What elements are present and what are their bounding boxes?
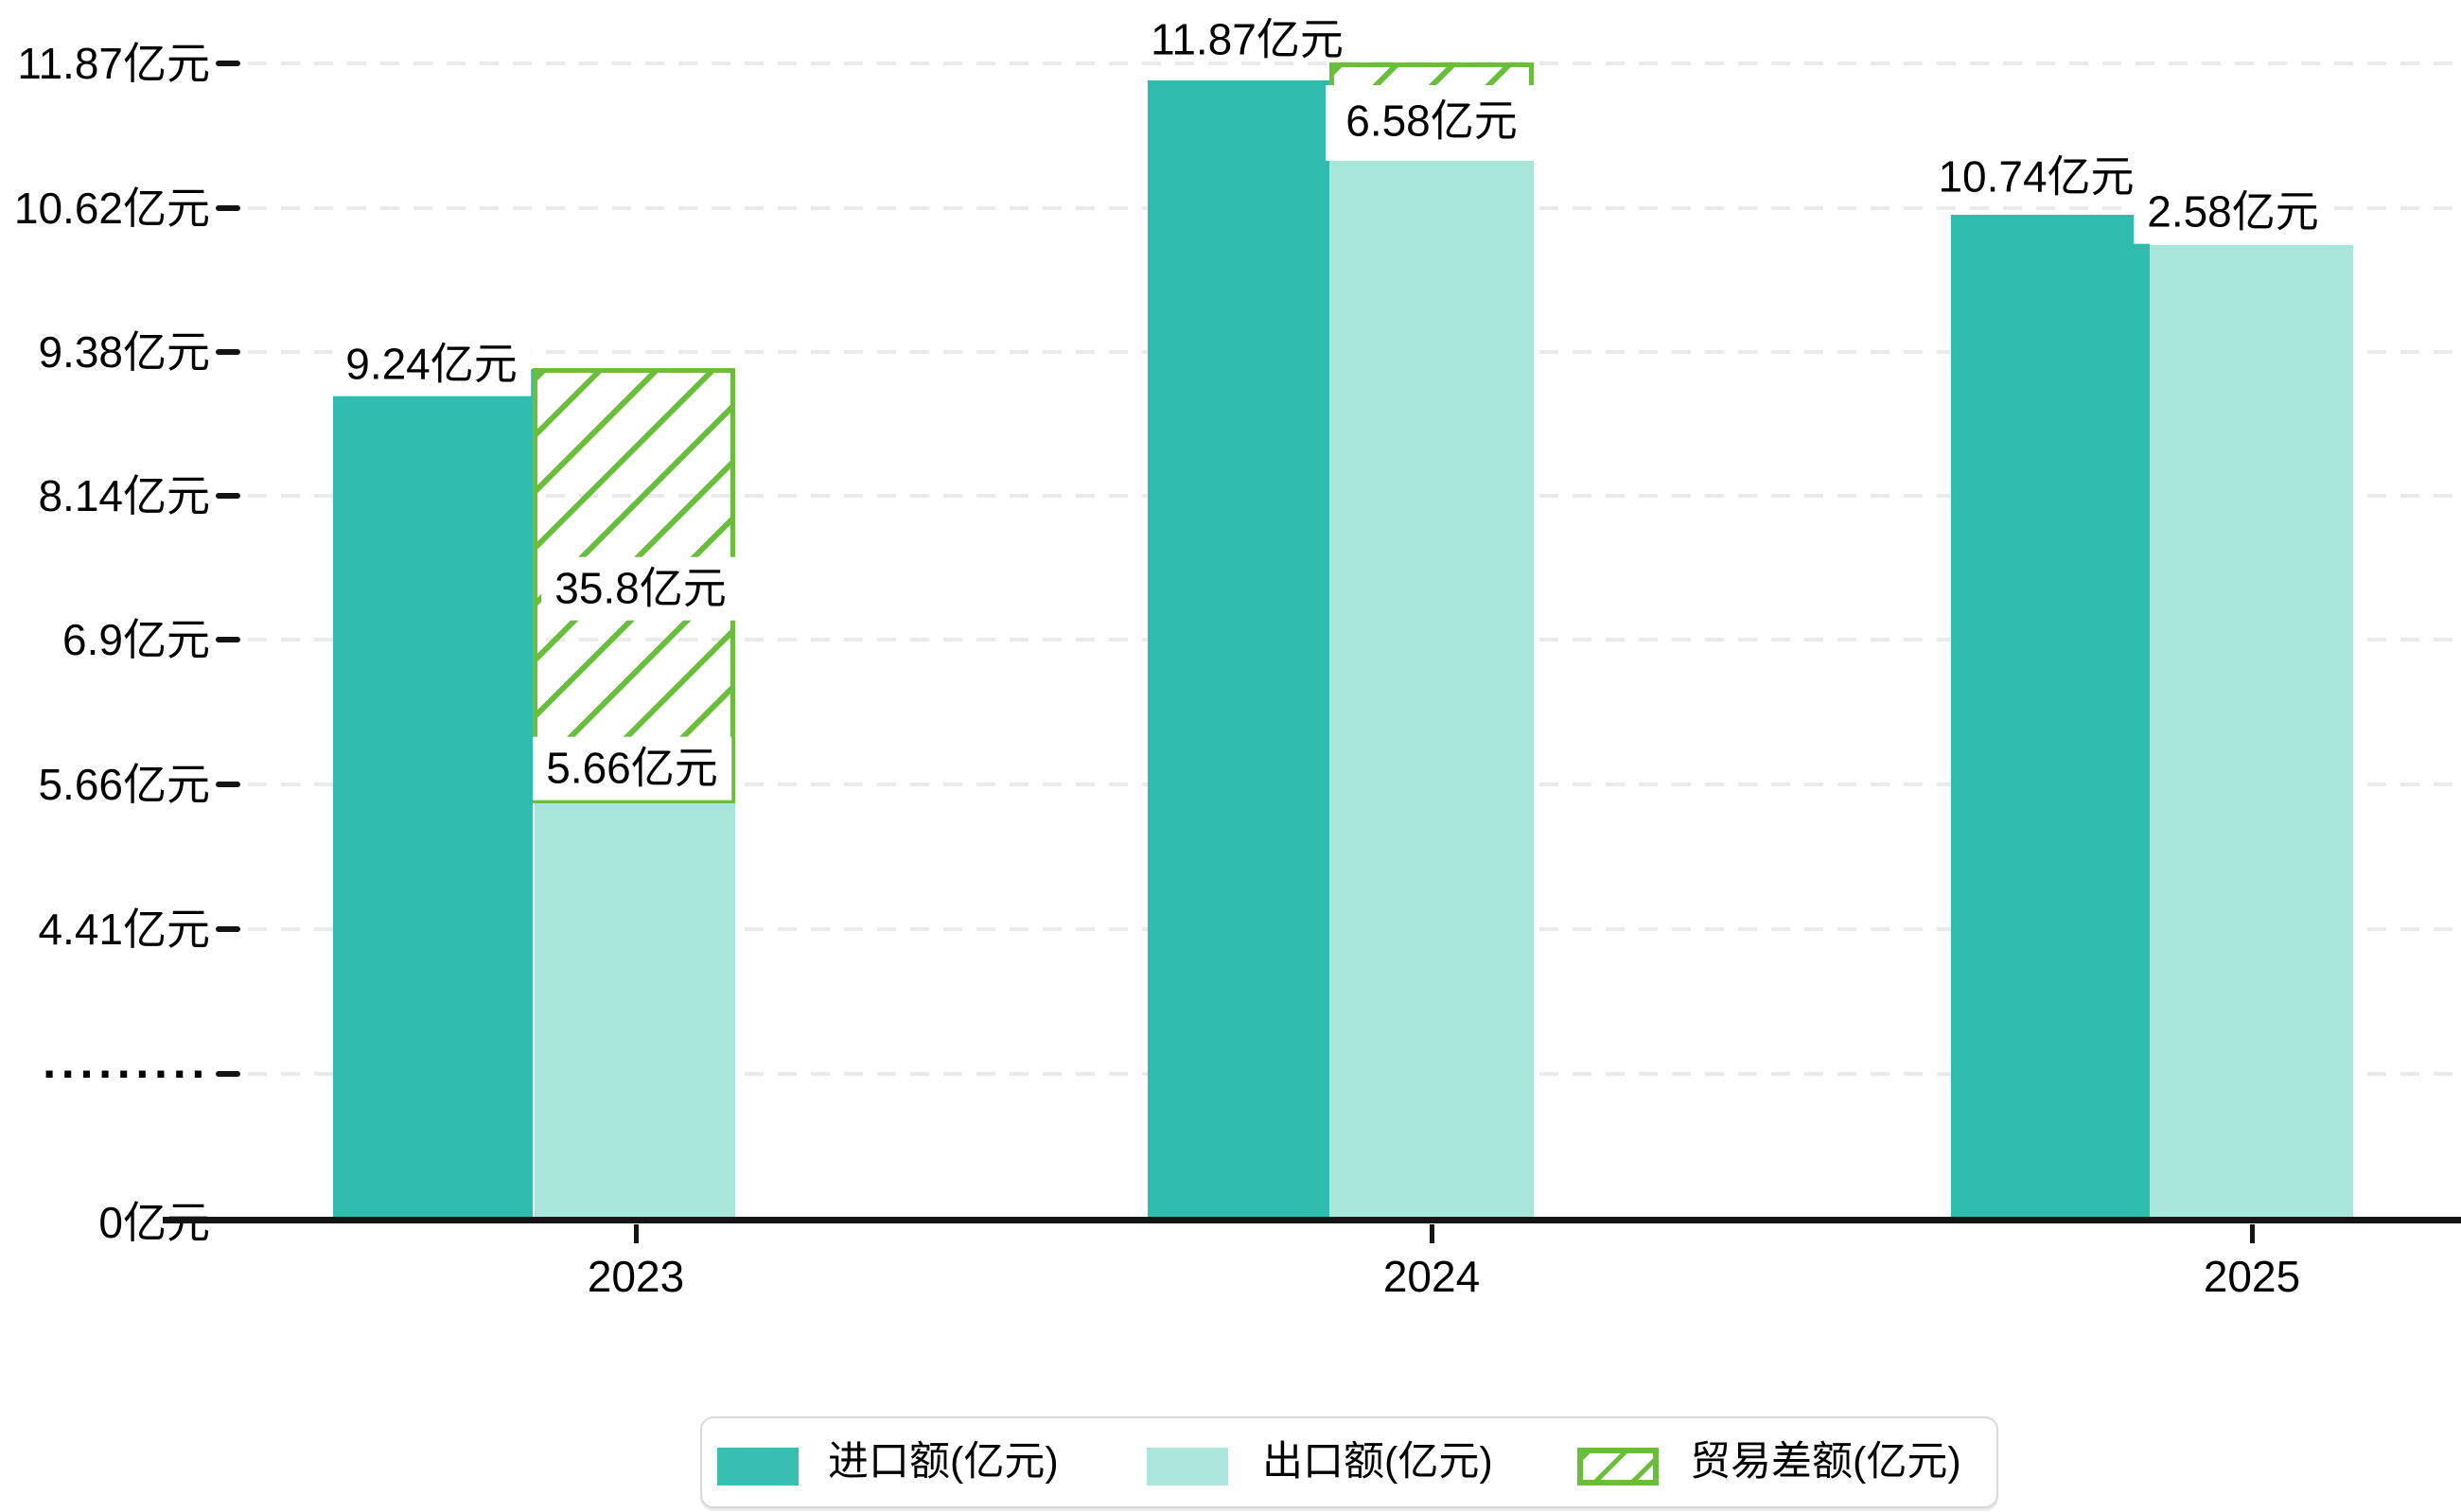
x-tick-mark [1430,1224,1434,1243]
y-tick-mark [216,926,240,932]
y-tick-label: 9.38亿元 [38,327,210,377]
legend-item-label: 进口额(亿元) [828,1439,1059,1485]
legend-item-label: 出口额(亿元) [1262,1439,1493,1485]
bar-export-2025 [2150,245,2353,1223]
y-tick-label: 6.9亿元 [62,615,210,664]
y-tick-mark [216,61,240,66]
bar-export-2023 [535,802,735,1223]
label-background-box [1326,85,1541,161]
value-label: 5.66亿元 [533,736,731,800]
y-tick-label: 5.66亿元 [38,760,210,809]
x-tick-mark [2250,1224,2255,1243]
value-label: 11.87亿元 [1151,14,1344,64]
y-tick-mark [216,1071,240,1077]
y-tick-mark [216,205,240,211]
x-tick-label: 2024 [1382,1252,1481,1301]
bar-import-2025 [1951,215,2150,1223]
value-label: 6.58亿元 [1345,96,1518,146]
legend: 进口额(亿元) 出口额(亿元) 贸易差额(亿元) [700,1416,1998,1508]
value-label: 35.8亿元 [541,556,740,621]
x-axis-line [163,1217,2461,1223]
y-tick-mark [216,493,240,499]
legend-item-label: 贸易差额(亿元) [1690,1439,1961,1485]
y-tick-label: 11.87亿元 [17,39,210,88]
y-tick-label: 10.62亿元 [13,184,210,233]
x-tick-label: 2023 [587,1252,685,1301]
x-tick-label: 2025 [2203,1252,2301,1301]
x-tick-mark [634,1224,639,1243]
bar-export-2024 [1329,159,1534,1223]
y-tick-label: 4.41亿元 [38,905,210,954]
y-tick-mark [216,349,240,355]
legend-export-swatch-icon [1147,1448,1228,1486]
bar-import-2023 [333,369,533,1223]
legend-hatch-swatch-icon [1577,1448,1659,1486]
y-axis-break-label: ········· [43,1047,210,1100]
legend-import-swatch-icon [717,1448,799,1486]
value-label: 10.74亿元 [1938,151,2135,202]
bar-import-2024 [1148,80,1329,1223]
value-label: 9.24亿元 [332,332,531,396]
y-tick-label: 8.14亿元 [38,471,210,520]
y-tick-mark [216,782,240,787]
y-tick-mark [216,637,240,642]
value-label: 2.58亿元 [2134,180,2332,244]
